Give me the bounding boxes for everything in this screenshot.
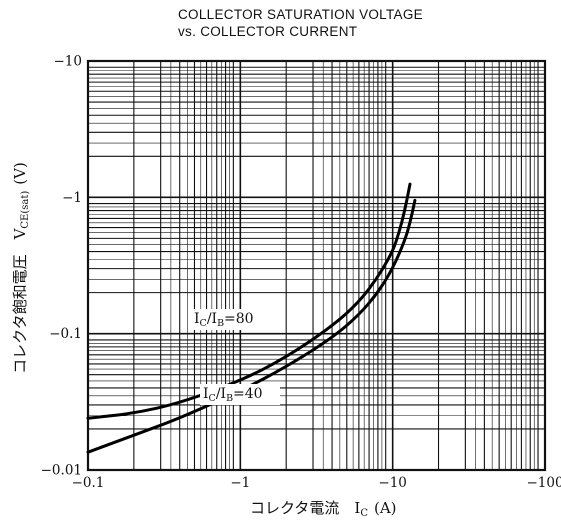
plot-frame [86,59,547,472]
chart-subtitle: vs. COLLECTOR CURRENT [178,24,358,39]
y-tick-label: −0.1 [49,326,82,342]
tick-labels: −0.1 −1 −10 −100−0.01−0.1−1−10 [41,54,561,492]
x-tick-label: −1 [230,475,250,491]
y-axis-label: コレクタ飽和電圧 VCE(sat)(V) [11,162,31,374]
grid-lines [87,61,545,471]
series-label-1: IC/IB=80 [194,311,254,329]
x-tick-label: −100 [526,475,561,491]
y-tick-label: −0.01 [41,463,82,479]
series-label-bg [191,309,271,330]
y-tick-label: −10 [54,54,83,70]
series-line-1 [86,182,412,420]
plot-border [86,59,547,472]
chart-title: COLLECTOR SATURATION VOLTAGE [178,7,423,22]
series-label-bg [200,384,280,405]
x-tick-label: −10 [378,475,407,491]
series-labels: IC/IB=80 IC/IB=40 [191,309,280,405]
series-label-2: IC/IB=40 [203,386,263,404]
series-line-2 [86,198,417,454]
y-tick-label: −1 [62,190,82,206]
x-axis-label: コレクタ電流 IC (A) [250,499,397,519]
x-tick-label: −0.1 [72,475,105,491]
series-group [86,182,417,454]
